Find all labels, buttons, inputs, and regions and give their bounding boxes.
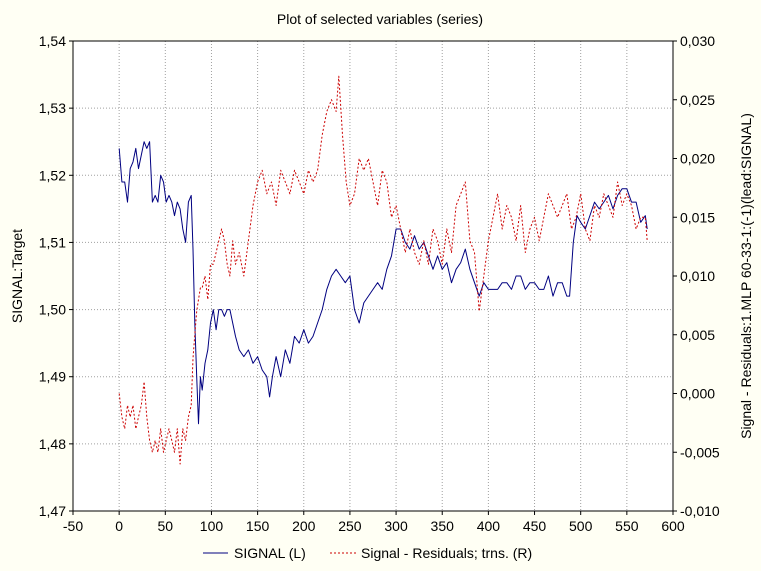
x-tick-label: 350 xyxy=(431,518,455,534)
y-right-tick-label: 0,030 xyxy=(680,33,715,49)
x-tick-label: 400 xyxy=(477,518,501,534)
y-axis-right-label: Signal - Residuals:1.MLP 60-33-1:(-1)(le… xyxy=(738,113,754,439)
x-tick-label: 450 xyxy=(523,518,547,534)
legend: SIGNAL (L) Signal - Residuals; trns. (R) xyxy=(203,545,532,561)
series-line-signal xyxy=(118,141,648,425)
y-left-tick-label: 1,49 xyxy=(39,369,66,385)
y-right-tick-label: 0,010 xyxy=(680,268,715,284)
x-tick-label: 300 xyxy=(384,518,408,534)
y-left-tick-label: 1,51 xyxy=(39,234,66,250)
y-left-tick-label: 1,48 xyxy=(39,436,66,452)
y-right-tick-label: 0,020 xyxy=(680,151,715,167)
x-tick-label: 0 xyxy=(115,518,123,534)
y-right-tick-label: 0,000 xyxy=(680,386,715,402)
y-left-tick-label: 1,47 xyxy=(39,503,66,519)
x-tick-label: 150 xyxy=(246,518,270,534)
y-right-tick-label: -0,010 xyxy=(680,503,720,519)
x-tick-label: 200 xyxy=(292,518,316,534)
y-right-tick-label: 0,025 xyxy=(680,92,715,108)
x-tick-label: 500 xyxy=(569,518,593,534)
chart-title: Plot of selected variables (series) xyxy=(277,11,483,27)
plot-area xyxy=(73,41,673,511)
y-axis-left-label: SIGNAL:Target xyxy=(9,229,25,323)
series-line-residuals xyxy=(118,75,648,465)
x-tick-label: -50 xyxy=(63,518,83,534)
x-tick-label: 250 xyxy=(338,518,362,534)
legend-label-signal: SIGNAL (L) xyxy=(234,545,306,561)
legend-label-residuals: Signal - Residuals; trns. (R) xyxy=(361,545,532,561)
y-right-tick-label: -0,005 xyxy=(680,444,720,460)
x-tick-label: 50 xyxy=(158,518,174,534)
grid-lines xyxy=(73,41,673,511)
y-left-tick-label: 1,52 xyxy=(39,167,66,183)
y-right-tick-label: 0,015 xyxy=(680,209,715,225)
x-tick-label: 550 xyxy=(615,518,639,534)
y-left-tick-label: 1,54 xyxy=(39,33,66,49)
x-tick-label: 100 xyxy=(200,518,224,534)
y-left-tick-label: 1,53 xyxy=(39,100,66,116)
x-tick-label: 600 xyxy=(661,518,685,534)
y-right-tick-label: 0,005 xyxy=(680,327,715,343)
axis-layer: -50 0 50 100 150 200 250 300 350 400 450 500 550 600 1… xyxy=(39,33,720,534)
y-left-tick-label: 1,50 xyxy=(39,302,66,318)
series-layer xyxy=(118,75,648,465)
